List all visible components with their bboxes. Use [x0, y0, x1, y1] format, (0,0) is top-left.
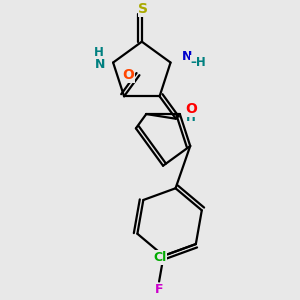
Text: –H: –H: [190, 56, 206, 69]
Text: N: N: [182, 50, 192, 62]
Text: H: H: [94, 46, 103, 59]
Text: N: N: [95, 58, 105, 71]
Text: Cl: Cl: [153, 251, 167, 264]
Text: F: F: [155, 283, 163, 296]
Text: H: H: [186, 111, 196, 124]
Text: S: S: [139, 2, 148, 16]
Text: O: O: [185, 102, 197, 116]
Text: O: O: [122, 68, 134, 82]
